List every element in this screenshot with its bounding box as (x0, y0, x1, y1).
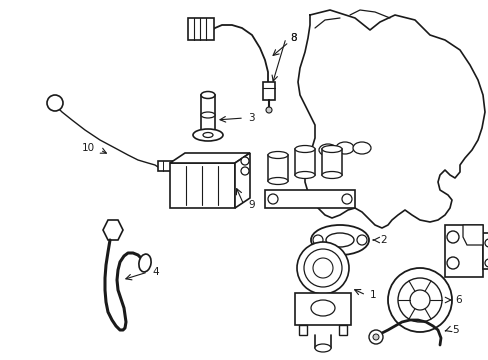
Circle shape (356, 235, 366, 245)
Bar (264, 190, 354, 208)
Bar (267, 155, 287, 181)
Circle shape (446, 257, 458, 269)
Ellipse shape (321, 145, 341, 153)
Ellipse shape (267, 152, 287, 158)
Circle shape (484, 259, 488, 267)
Bar (263, 82, 274, 100)
Ellipse shape (296, 242, 348, 294)
Ellipse shape (267, 177, 287, 184)
Text: 2: 2 (379, 235, 386, 245)
Bar (170, 163, 235, 208)
Ellipse shape (318, 144, 336, 156)
Text: 8: 8 (289, 33, 296, 43)
Ellipse shape (310, 225, 368, 255)
Polygon shape (103, 220, 123, 240)
Text: 5: 5 (451, 325, 458, 335)
Bar (158, 161, 180, 171)
Ellipse shape (352, 142, 370, 154)
Circle shape (446, 231, 458, 243)
Circle shape (47, 95, 63, 111)
Text: 8: 8 (289, 33, 296, 43)
Bar (444, 225, 482, 277)
Ellipse shape (139, 254, 151, 272)
Ellipse shape (201, 112, 215, 118)
Text: 9: 9 (247, 200, 254, 210)
Ellipse shape (294, 171, 314, 179)
Ellipse shape (335, 142, 353, 154)
Circle shape (267, 194, 278, 204)
Polygon shape (170, 153, 249, 163)
Bar (482, 233, 488, 269)
Circle shape (409, 290, 429, 310)
Circle shape (387, 268, 451, 332)
Ellipse shape (203, 132, 213, 138)
Circle shape (265, 107, 271, 113)
Bar (187, 18, 214, 40)
Circle shape (368, 330, 382, 344)
Bar (294, 293, 350, 325)
Bar (338, 325, 346, 335)
Ellipse shape (321, 171, 341, 179)
Ellipse shape (294, 145, 314, 153)
Bar (298, 325, 306, 335)
Polygon shape (297, 10, 484, 228)
Circle shape (341, 194, 351, 204)
Ellipse shape (312, 258, 332, 278)
Text: 1: 1 (369, 290, 376, 300)
Polygon shape (235, 153, 249, 208)
Text: 10: 10 (82, 143, 95, 153)
Circle shape (312, 235, 323, 245)
Ellipse shape (314, 344, 330, 352)
Text: 3: 3 (247, 113, 254, 123)
Polygon shape (462, 225, 482, 245)
Circle shape (241, 167, 248, 175)
Ellipse shape (325, 233, 353, 247)
Ellipse shape (193, 129, 223, 141)
Ellipse shape (310, 300, 334, 316)
Ellipse shape (201, 91, 215, 99)
Bar (201, 95, 215, 135)
Circle shape (484, 239, 488, 247)
Ellipse shape (304, 249, 341, 287)
Bar (321, 149, 341, 175)
Bar (294, 149, 314, 175)
Circle shape (241, 157, 248, 165)
Circle shape (397, 278, 441, 322)
Text: 6: 6 (454, 295, 461, 305)
Circle shape (372, 334, 378, 340)
Text: 4: 4 (152, 267, 158, 277)
